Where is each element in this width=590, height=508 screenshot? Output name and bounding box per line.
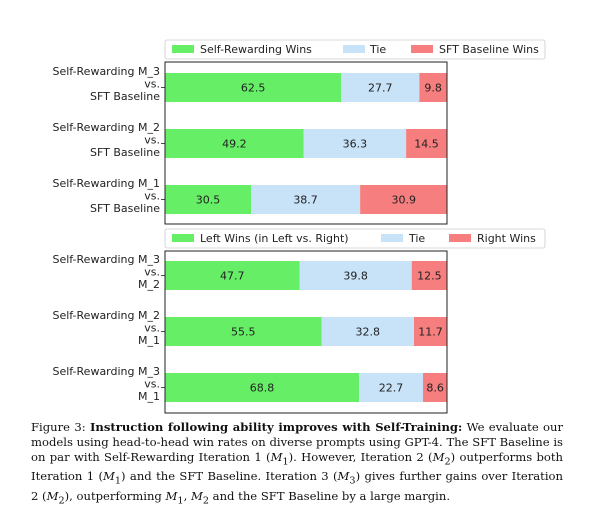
bar-segment (423, 373, 448, 402)
category-label: M_1 (138, 390, 160, 403)
bar-segment (411, 261, 447, 290)
caption-title: Instruction following ability improves w… (90, 420, 463, 434)
bar-segment (406, 129, 447, 158)
category-label: M_2 (138, 278, 160, 291)
bar-value-label: 9.8 (424, 82, 442, 95)
caption-label: Figure 3: (31, 420, 86, 434)
bar-value-label: 62.5 (241, 82, 266, 95)
category-label: vs. (144, 78, 160, 91)
bar-segment (321, 317, 415, 346)
plot-frame (164, 61, 448, 225)
legend-label: SFT Baseline Wins (439, 43, 539, 56)
bar-value-label: 11.7 (418, 326, 443, 339)
bar-segment (165, 129, 304, 158)
category-label: Self-Rewarding M_3 (52, 253, 160, 266)
legend-label: Left Wins (in Left vs. Right) (200, 232, 349, 245)
legend-label: Self-Rewarding Wins (200, 43, 312, 56)
bar-segment (419, 73, 447, 102)
category-label: Self-Rewarding M_3 (52, 365, 160, 378)
bar-value-label: 32.8 (356, 326, 381, 339)
bar-segment (303, 129, 407, 158)
bar-segment (165, 373, 360, 402)
bar-value-label: 39.8 (343, 270, 368, 283)
legend-box (164, 228, 546, 249)
category-label: Self-Rewarding M_2 (52, 309, 160, 322)
bar-segment (341, 73, 420, 102)
category-label: vs. (144, 190, 160, 203)
legend-swatch (381, 234, 403, 242)
bar-segment (360, 185, 448, 214)
legend-swatch (172, 234, 194, 242)
bar-value-label: 38.7 (293, 194, 318, 207)
bar-segment (165, 73, 342, 102)
bar-segment (165, 261, 300, 290)
category-label: vs. (144, 134, 160, 147)
category-label: vs. (144, 266, 160, 279)
bar-segment (359, 373, 424, 402)
bar-value-label: 30.9 (391, 194, 416, 207)
bar-value-label: 14.5 (414, 138, 439, 151)
legend-label: Tie (369, 43, 386, 56)
legend-label: Tie (408, 232, 425, 245)
bar-value-label: 12.5 (417, 270, 442, 283)
category-label: Self-Rewarding M_3 (52, 65, 160, 78)
bar-value-label: 36.3 (343, 138, 368, 151)
plot-frame (164, 250, 448, 414)
bar-value-label: 68.8 (250, 382, 275, 395)
category-label: Self-Rewarding M_2 (52, 121, 160, 134)
bar-value-label: 27.7 (368, 82, 393, 95)
bar-segment (251, 185, 361, 214)
bar-segment (414, 317, 447, 346)
bar-value-label: 55.5 (231, 326, 256, 339)
category-label: vs. (144, 322, 160, 335)
bar-value-label: 8.6 (426, 382, 444, 395)
bar-value-label: 47.7 (220, 270, 245, 283)
category-label: Self-Rewarding M_1 (52, 177, 160, 190)
legend-swatch (411, 45, 433, 53)
category-label: SFT Baseline (90, 90, 160, 103)
category-label: vs. (144, 378, 160, 391)
legend-label: Right Wins (477, 232, 536, 245)
category-label: M_1 (138, 334, 160, 347)
bar-segment (165, 185, 252, 214)
figure-caption: Figure 3: Instruction following ability … (31, 420, 564, 506)
bar-segment (299, 261, 412, 290)
legend-swatch (449, 234, 471, 242)
bar-value-label: 22.7 (379, 382, 404, 395)
legend-swatch (343, 45, 365, 53)
category-label: SFT Baseline (90, 202, 160, 215)
bar-value-label: 30.5 (196, 194, 221, 207)
legend-swatch (172, 45, 194, 53)
category-label: SFT Baseline (90, 146, 160, 159)
bar-value-label: 49.2 (222, 138, 247, 151)
bar-segment (165, 317, 322, 346)
